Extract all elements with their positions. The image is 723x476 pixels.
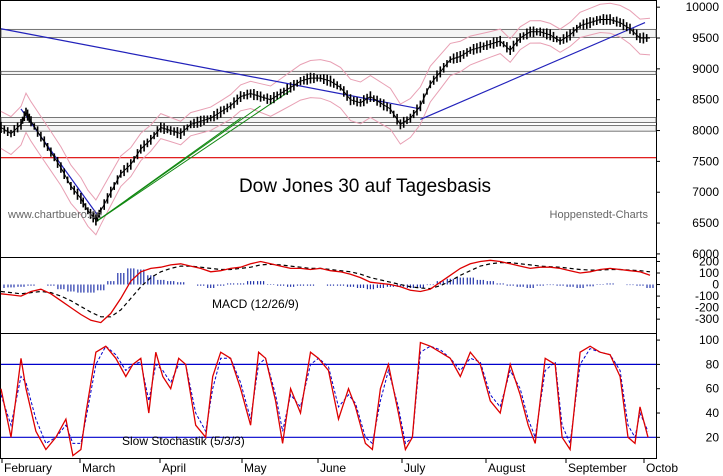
x-axis-month-label: Octob xyxy=(646,461,678,475)
x-axis-month-label: May xyxy=(244,461,267,475)
macd-y-tick-label: 200 xyxy=(699,254,719,268)
x-axis: February March April May June July August Septe… xyxy=(1,458,678,475)
resistance-zone-1 xyxy=(0,117,657,123)
blue-trendline-0 xyxy=(0,28,421,110)
macd-y-tick-label: -200 xyxy=(695,301,719,315)
stochastic-d-line xyxy=(0,345,649,446)
x-axis-month-label: July xyxy=(404,461,425,475)
resistance-zone-2 xyxy=(0,125,657,132)
provider-label: Hoppenstedt-Charts xyxy=(550,209,649,221)
x-axis-month-label: September xyxy=(568,461,627,475)
stochastic-panel-frame xyxy=(0,333,657,459)
macd-y-tick-label: -300 xyxy=(695,312,719,326)
x-axis-month-label: March xyxy=(82,461,115,475)
stochastic-y-tick-label: 60 xyxy=(706,382,720,396)
price-y-tick-label: 7500 xyxy=(692,154,719,168)
bollinger-lower xyxy=(0,31,651,236)
price-y-tick-label: 6000 xyxy=(692,247,719,261)
resistance-zone-3 xyxy=(0,70,657,75)
price-y-tick-label: 9500 xyxy=(692,31,719,45)
price-line xyxy=(0,19,650,221)
stochastic-y-tick-label: 40 xyxy=(706,406,720,420)
resistance-zone-0 xyxy=(0,28,657,38)
x-axis-month-label: August xyxy=(488,461,526,475)
stochastic-y-tick-label: 20 xyxy=(706,430,720,444)
price-chart-title: Dow Jones 30 auf Tagesbasis xyxy=(239,176,491,197)
blue-trendline-1 xyxy=(20,108,100,218)
price-y-tick-label: 9000 xyxy=(692,62,719,76)
macd-line xyxy=(0,259,651,324)
macd-y-tick-label: -100 xyxy=(695,289,719,303)
stochastic-y-tick-label: 80 xyxy=(706,357,720,371)
x-axis-month-label: February xyxy=(4,461,52,475)
bollinger-upper xyxy=(0,2,651,201)
macd-y-tick-label: 100 xyxy=(699,266,719,280)
source-label: www.chartbuero.de xyxy=(7,209,102,221)
price-panel xyxy=(0,2,657,236)
stochastic-y-tick-label: 100 xyxy=(699,333,719,347)
stochastic-label: Slow Stochastik (5/3/3) xyxy=(122,434,245,448)
price-y-tick-label: 7000 xyxy=(692,185,719,199)
x-axis-month-label: April xyxy=(162,461,186,475)
price-y-tick-label: 10000 xyxy=(686,0,720,14)
blue-trendline-2 xyxy=(420,22,646,120)
price-y-tick-label: 8500 xyxy=(692,93,719,107)
stochastic-panel xyxy=(0,341,656,457)
macd-label: MACD (12/26/9) xyxy=(212,297,299,311)
x-axis-month-label: June xyxy=(320,461,346,475)
macd-y-tick-label: 0 xyxy=(712,278,719,292)
green-trendline-2 xyxy=(95,90,291,223)
y-axis-labels: 1000095009000850080007500700065006000200… xyxy=(656,0,719,444)
price-y-tick-label: 8000 xyxy=(692,124,719,138)
macd-panel xyxy=(0,259,654,324)
stochastic-k-line xyxy=(0,341,649,457)
green-trendline-1 xyxy=(95,105,261,223)
price-y-tick-label: 6500 xyxy=(692,216,719,230)
